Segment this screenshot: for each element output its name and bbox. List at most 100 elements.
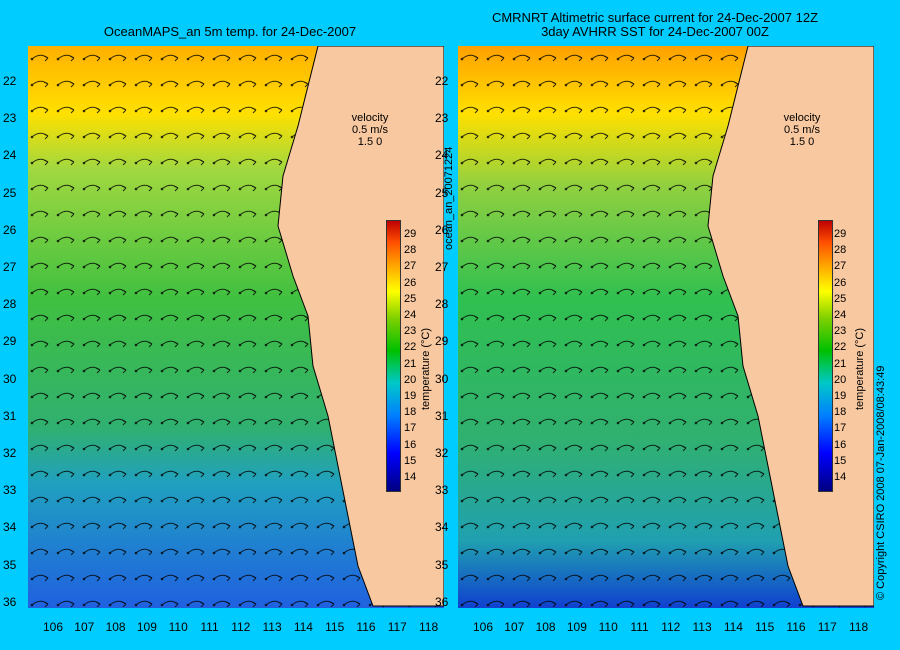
- colorbar-tick-label: 28: [404, 244, 417, 257]
- y-tick-label: 31: [3, 408, 17, 423]
- x-tick-label: 113: [692, 620, 712, 634]
- y-tick-label: 32: [3, 446, 17, 460]
- colorbar-tick-label: 25: [834, 292, 847, 305]
- x-tick-label: 108: [105, 620, 126, 634]
- right-velocity-legend: velocity 0.5 m/s 1.5 0: [772, 112, 832, 148]
- colorbar-tick-label: 16: [404, 438, 417, 451]
- colorbar-tick-label: 29: [404, 228, 417, 240]
- x-tick-label: 106: [42, 620, 64, 634]
- y-tick-label: 35: [435, 557, 449, 572]
- velocity-label: velocity: [351, 112, 389, 124]
- right-colorbar: [818, 220, 833, 492]
- colorbar-tick-label: 15: [834, 454, 847, 467]
- colorbar-tick-label: 23: [834, 325, 847, 338]
- colorbar-tick-label: 19: [834, 390, 847, 402]
- left-colorbar: [386, 220, 401, 492]
- x-tick-label: 107: [74, 620, 95, 634]
- x-tick-label: 116: [786, 620, 806, 634]
- colorbar-tick-label: 22: [834, 341, 847, 354]
- colorbar-tick-label: 24: [404, 309, 417, 321]
- colorbar-tick-label: 19: [404, 390, 417, 402]
- colorbar-tick-label: 22: [404, 341, 417, 354]
- colorbar-tick-label: 26: [834, 276, 847, 289]
- x-tick-label: 112: [661, 620, 681, 634]
- colorbar-tick-label: 29: [834, 228, 847, 240]
- x-tick-label: 113: [262, 620, 282, 634]
- right-map-panel: [458, 46, 874, 608]
- y-tick-label: 30: [3, 371, 17, 386]
- y-tick-label: 36: [3, 594, 17, 609]
- y-tick-label: 25: [435, 185, 449, 200]
- y-tick-label: 35: [3, 557, 17, 572]
- colorbar-tick-label: 24: [834, 309, 847, 321]
- y-tick-label: 29: [3, 334, 17, 349]
- x-tick-label: 118: [419, 620, 439, 634]
- y-tick-label: 31: [435, 408, 449, 423]
- y-tick-label: 25: [3, 185, 17, 200]
- side-label: ocean_an_20071224: [443, 146, 455, 250]
- velocity-scale2: 1.5 0: [357, 136, 383, 148]
- y-tick-label: 34: [3, 520, 17, 535]
- x-tick-label: 114: [723, 620, 743, 634]
- x-tick-label: 109: [136, 620, 157, 634]
- x-tick-label: 111: [200, 620, 219, 634]
- x-tick-label: 115: [755, 620, 775, 634]
- x-tick-label: 110: [598, 620, 618, 634]
- colorbar-tick-label: 20: [404, 373, 417, 386]
- x-tick-label: 110: [168, 620, 188, 634]
- y-tick-label: 26: [3, 222, 17, 237]
- x-tick-label: 116: [356, 620, 376, 634]
- copyright-label: © Copyright CSIRO 2008 07-Jan-2008/08:43…: [875, 365, 887, 600]
- x-tick-label: 111: [630, 620, 649, 634]
- colorbar-tick-label: 27: [834, 260, 847, 273]
- y-tick-label: 28: [435, 297, 449, 312]
- colorbar-tick-label: 21: [834, 357, 847, 370]
- x-tick-label: 108: [535, 620, 556, 634]
- colorbar-tick-label: 21: [404, 357, 417, 370]
- colorbar-tick-label: 15: [404, 454, 417, 467]
- x-tick-label: 106: [472, 620, 494, 634]
- left-velocity-legend: velocity 0.5 m/s 1.5 0: [340, 112, 400, 148]
- colorbar-tick-label: 18: [834, 406, 847, 419]
- y-tick-label: 23: [3, 111, 17, 126]
- colorbar-tick-label: 25: [404, 292, 417, 305]
- colorbar-tick-label: 20: [834, 373, 847, 386]
- y-tick-label: 26: [435, 222, 449, 237]
- y-tick-label: 24: [435, 148, 449, 163]
- y-tick-label: 33: [3, 483, 17, 498]
- colorbar-tick-label: 26: [404, 276, 417, 289]
- velocity-scale: 0.5 m/s: [783, 124, 821, 136]
- colorbar-tick-label: 17: [834, 422, 847, 435]
- y-tick-label: 34: [435, 520, 449, 535]
- x-tick-label: 112: [231, 620, 251, 634]
- colorbar-tick-label: 28: [834, 244, 847, 257]
- y-tick-label: 30: [435, 371, 449, 386]
- y-tick-label: 22: [435, 74, 449, 88]
- y-tick-label: 33: [435, 483, 449, 498]
- colorbar-tick-label: 27: [404, 260, 417, 273]
- y-tick-label: 28: [3, 297, 17, 312]
- left-map: [28, 46, 444, 608]
- left-map-title: OceanMAPS_an 5m temp. for 24-Dec-2007: [103, 24, 357, 39]
- x-tick-label: 109: [566, 620, 587, 634]
- right-map-title-line1: CMRNRT Altimetric surface current for 24…: [491, 10, 819, 25]
- y-tick-label: 22: [3, 74, 17, 88]
- y-tick-label: 29: [435, 334, 449, 349]
- right-colorbar-unit: temperature (°C): [854, 327, 866, 410]
- velocity-label: velocity: [783, 112, 821, 124]
- y-tick-label: 32: [435, 446, 449, 460]
- y-tick-label: 36: [435, 594, 449, 609]
- y-tick-label: 27: [435, 260, 449, 274]
- x-tick-label: 107: [504, 620, 525, 634]
- y-tick-label: 23: [435, 111, 449, 126]
- x-tick-label: 117: [387, 620, 407, 634]
- velocity-scale: 0.5 m/s: [351, 124, 389, 136]
- x-tick-label: 117: [817, 620, 837, 634]
- x-tick-label: 118: [849, 620, 869, 634]
- right-map: [458, 46, 874, 608]
- colorbar-tick-label: 23: [404, 325, 417, 338]
- velocity-scale2: 1.5 0: [789, 136, 815, 148]
- right-map-title-line2: 3day AVHRR SST for 24-Dec-2007 00Z: [541, 24, 769, 39]
- colorbar-tick-label: 14: [834, 471, 847, 483]
- y-tick-label: 24: [3, 148, 17, 163]
